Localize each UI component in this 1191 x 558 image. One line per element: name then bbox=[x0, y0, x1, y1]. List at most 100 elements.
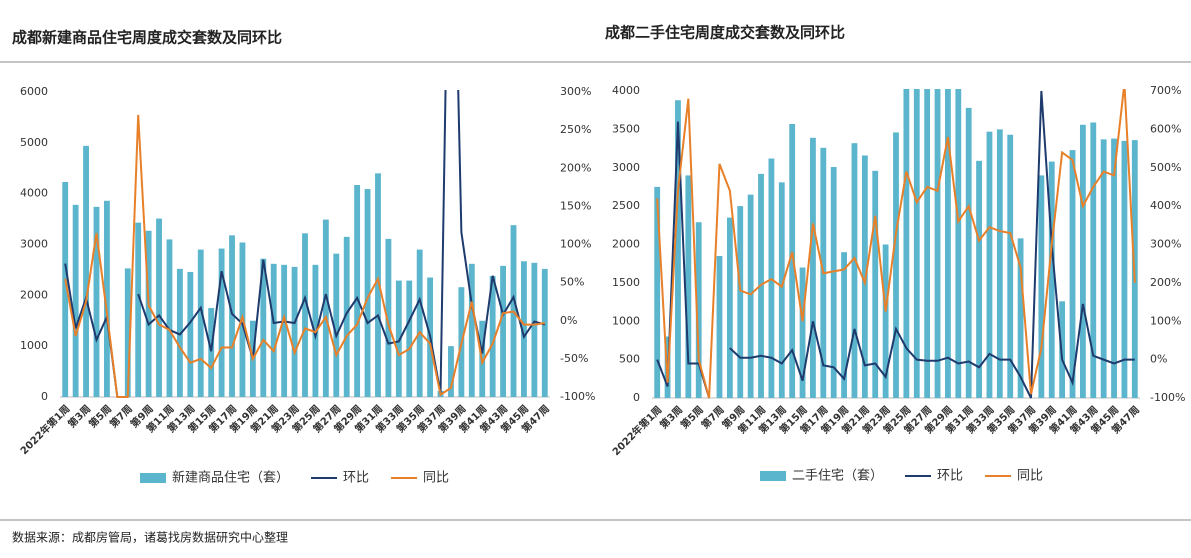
y2-tick-label: 700% bbox=[1150, 84, 1181, 97]
bar bbox=[882, 244, 889, 398]
legend-label: 二手住宅（套） bbox=[792, 468, 883, 484]
y2-tick-label: 150% bbox=[560, 199, 591, 212]
bar bbox=[1007, 134, 1014, 398]
y2-tick-label: 400% bbox=[1150, 199, 1181, 212]
bar bbox=[260, 258, 267, 397]
bar bbox=[302, 233, 308, 397]
y2-tick-label: -100% bbox=[560, 390, 595, 403]
legend-label: 同比 bbox=[1017, 469, 1043, 484]
y-tick-label: 4000 bbox=[612, 84, 640, 97]
chart-title: 成都二手住宅周度成交套数及同环比 bbox=[605, 24, 845, 42]
y2-tick-label: -100% bbox=[1150, 391, 1185, 404]
bar bbox=[291, 266, 298, 397]
plot-area bbox=[62, 90, 548, 398]
y2-tick-label: 300% bbox=[560, 85, 591, 98]
legend-swatch bbox=[140, 473, 166, 483]
bar bbox=[810, 137, 816, 398]
bar bbox=[500, 265, 507, 397]
bar bbox=[1038, 175, 1045, 398]
bar bbox=[955, 89, 962, 398]
bar bbox=[83, 145, 89, 397]
bar bbox=[364, 189, 371, 397]
bar bbox=[166, 239, 173, 397]
y2-tick-label: 0% bbox=[560, 314, 577, 327]
x-tick-label: 第3周 bbox=[65, 402, 93, 430]
bar bbox=[406, 280, 413, 397]
bar bbox=[903, 89, 910, 398]
bar bbox=[270, 263, 277, 397]
bar bbox=[333, 253, 340, 397]
bar bbox=[385, 238, 392, 397]
bar bbox=[541, 268, 548, 397]
bar bbox=[448, 346, 454, 397]
bar bbox=[1079, 124, 1086, 399]
line-segment bbox=[64, 114, 545, 398]
y2-tick-label: 250% bbox=[560, 123, 591, 136]
bar bbox=[799, 267, 806, 398]
chart-title: 成都新建商品住宅周度成交套数及同环比 bbox=[12, 29, 282, 47]
bar bbox=[187, 271, 194, 397]
bar bbox=[1069, 150, 1076, 398]
x-tick-label: 第7周 bbox=[107, 402, 135, 430]
bar bbox=[208, 308, 215, 397]
y2-tick-label: 0% bbox=[1150, 353, 1167, 366]
bar bbox=[695, 222, 702, 398]
y-tick-label: 3000 bbox=[612, 161, 640, 174]
bar bbox=[229, 235, 235, 397]
y-tick-label: 1000 bbox=[20, 339, 48, 352]
bar bbox=[924, 89, 931, 398]
y-tick-label: 2000 bbox=[20, 288, 48, 301]
y-tick-label: 5000 bbox=[20, 136, 48, 149]
y2-tick-label: 200% bbox=[560, 161, 591, 174]
bar bbox=[489, 276, 496, 397]
bar bbox=[913, 89, 920, 399]
x-tick-label: 第5周 bbox=[678, 403, 706, 431]
bar bbox=[996, 129, 1003, 398]
bar bbox=[1111, 138, 1117, 398]
bar bbox=[72, 204, 79, 397]
bar bbox=[281, 264, 288, 397]
y2-tick-label: 100% bbox=[560, 238, 591, 251]
y-tick-label: 0 bbox=[633, 391, 640, 404]
bar bbox=[872, 170, 879, 398]
x-tick-label: 第3周 bbox=[657, 403, 685, 431]
bar bbox=[1100, 139, 1107, 399]
bar bbox=[1121, 140, 1128, 398]
bar bbox=[322, 219, 329, 397]
bar bbox=[531, 262, 538, 397]
line-segment bbox=[729, 90, 1135, 399]
bar bbox=[521, 261, 527, 397]
x-tick-label: 第5周 bbox=[86, 402, 114, 430]
bar bbox=[726, 217, 733, 398]
bar bbox=[934, 89, 941, 399]
bar bbox=[395, 280, 402, 397]
legend-swatch bbox=[760, 471, 786, 481]
bar bbox=[778, 182, 785, 398]
bar bbox=[354, 185, 361, 397]
bar bbox=[1017, 238, 1024, 398]
y2-tick-label: 600% bbox=[1150, 122, 1181, 135]
x-tick-label: 第7周 bbox=[698, 403, 726, 431]
bar bbox=[93, 206, 100, 397]
y-tick-label: 3500 bbox=[612, 122, 640, 135]
bar bbox=[654, 186, 661, 398]
legend-label: 环比 bbox=[343, 471, 369, 486]
bar bbox=[416, 249, 423, 397]
bar bbox=[945, 89, 951, 398]
bar bbox=[830, 166, 837, 398]
y-tick-label: 2500 bbox=[612, 199, 640, 212]
bar bbox=[716, 256, 723, 398]
bar bbox=[468, 263, 475, 397]
y-tick-label: 1000 bbox=[612, 314, 640, 327]
y2-tick-label: -50% bbox=[560, 352, 588, 365]
bar bbox=[1048, 161, 1055, 398]
y-tick-label: 4000 bbox=[20, 187, 48, 200]
y2-tick-label: 300% bbox=[1150, 238, 1181, 251]
bar bbox=[737, 206, 744, 398]
bar bbox=[851, 143, 858, 398]
bar bbox=[675, 100, 681, 399]
y-tick-label: 6000 bbox=[20, 85, 48, 98]
bar bbox=[685, 175, 692, 398]
y2-tick-label: 200% bbox=[1150, 276, 1181, 289]
y-tick-label: 3000 bbox=[20, 238, 48, 251]
